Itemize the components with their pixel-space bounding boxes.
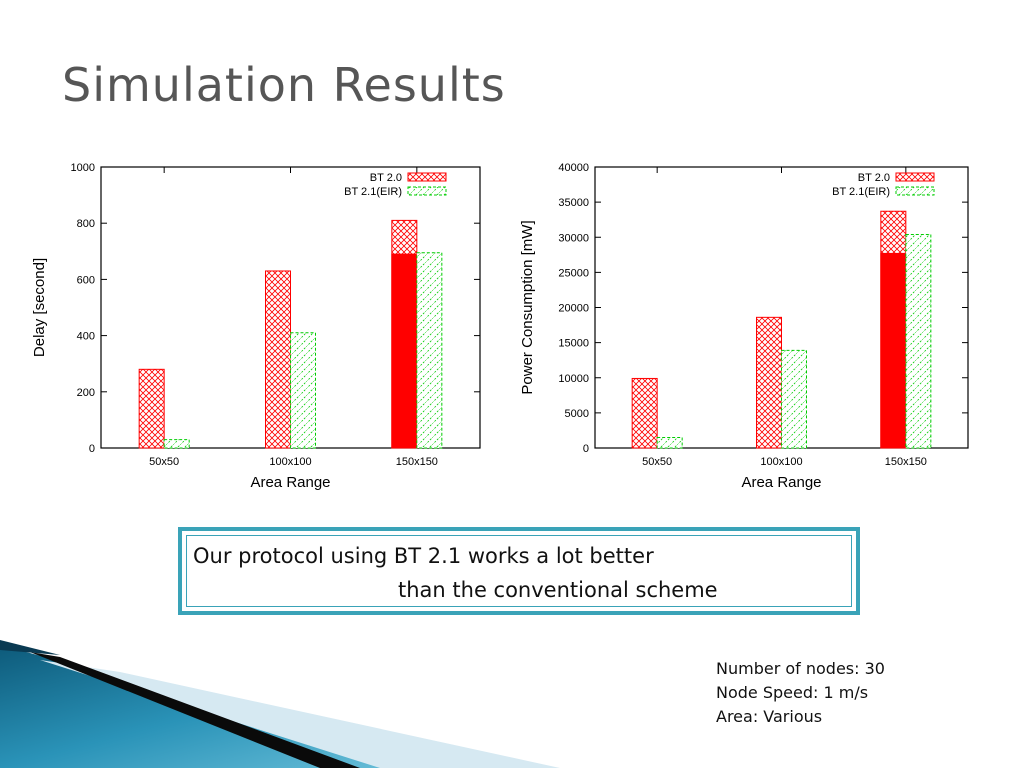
legend-swatch-bt20	[895, 172, 935, 182]
bar-bt21	[905, 233, 932, 449]
x-tick-label: 150x150	[885, 456, 927, 468]
y-tick-label: 10000	[558, 373, 589, 385]
legend-label: BT 2.1(EIR)	[344, 186, 402, 198]
legend-label: BT 2.0	[370, 172, 402, 184]
x-tick-label: 50x50	[642, 456, 672, 468]
x-tick-label: 50x50	[149, 456, 179, 468]
bar-bt20-solid	[391, 253, 418, 449]
legend-swatch-bt21	[895, 186, 935, 196]
bar-bt20	[631, 377, 658, 449]
slide-title: Simulation Results	[62, 58, 506, 112]
power-chart: 0 5000 10000 15000 20000 25000 30000 35000 40000…	[519, 162, 969, 490]
x-axis-label: Area Range	[741, 474, 821, 490]
bar-bt21	[781, 349, 807, 449]
y-tick-label: 20000	[558, 303, 589, 315]
param-nodes: Number of nodes: 30	[716, 659, 885, 678]
y-tick-label: 0	[583, 443, 589, 455]
x-axis-label: Area Range	[250, 474, 330, 490]
y-tick-label: 30000	[558, 232, 589, 244]
y-tick-label: 0	[89, 443, 95, 455]
simulation-parameters: Number of nodes: 30 Node Speed: 1 m/s Ar…	[716, 657, 885, 729]
legend-swatch-bt20	[407, 172, 447, 182]
legend-label: BT 2.0	[858, 172, 890, 184]
y-tick-label: 35000	[558, 197, 589, 209]
y-tick-label: 40000	[558, 162, 589, 174]
legend-swatch-bt21	[407, 186, 447, 196]
y-tick-label: 600	[77, 274, 95, 286]
bar-bt20	[138, 368, 165, 449]
bar-bt21	[163, 439, 190, 449]
y-tick-label: 400	[77, 331, 95, 343]
bar-bt21	[416, 252, 443, 449]
bar-bt20	[756, 316, 782, 449]
y-tick-label: 15000	[558, 338, 589, 350]
y-tick-label: 25000	[558, 267, 589, 279]
param-speed: Node Speed: 1 m/s	[716, 683, 869, 702]
conclusion-line-2: than the conventional scheme	[398, 578, 718, 602]
y-tick-label: 800	[77, 218, 95, 230]
delay-chart: 0 200 400 600 800 1000 50x50 100x100 150x150 BT 2…	[31, 162, 481, 490]
x-tick-label: 100x100	[269, 456, 311, 468]
conclusion-line-1: Our protocol using BT 2.1 works a lot be…	[193, 544, 654, 568]
x-tick-label: 100x100	[760, 456, 802, 468]
x-tick-label: 150x150	[396, 456, 438, 468]
bar-bt21	[290, 332, 316, 449]
conclusion-box: Our protocol using BT 2.1 works a lot be…	[178, 527, 860, 615]
bar-bt21	[656, 436, 683, 449]
y-tick-label: 200	[77, 387, 95, 399]
y-axis-label: Delay [second]	[31, 258, 48, 357]
bar-bt20-solid	[880, 252, 907, 449]
legend-label: BT 2.1(EIR)	[832, 186, 890, 198]
y-axis-label: Power Consumption [mW]	[519, 220, 536, 394]
y-tick-label: 5000	[565, 408, 589, 420]
conclusion-inner: Our protocol using BT 2.1 works a lot be…	[186, 535, 852, 607]
bar-bt20	[265, 270, 291, 449]
param-area: Area: Various	[716, 707, 823, 726]
y-tick-label: 1000	[71, 162, 95, 174]
